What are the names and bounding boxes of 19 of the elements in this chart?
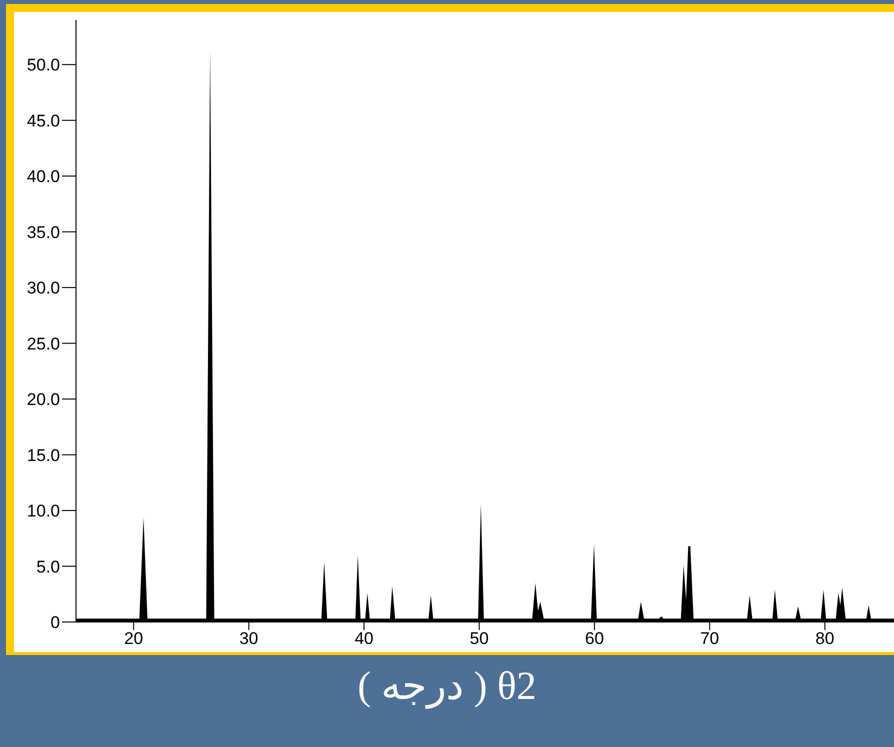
x-tick-label: 80 bbox=[815, 629, 834, 648]
y-tick-label: 5.0 bbox=[36, 557, 60, 576]
y-tick-label: 15.0 bbox=[26, 446, 60, 465]
x-tick-label: 70 bbox=[700, 629, 720, 648]
y-tick-label: 50.0 bbox=[26, 56, 60, 75]
y-tick-label: 40.0 bbox=[26, 167, 60, 186]
y-tick-label: 10.0 bbox=[26, 502, 60, 521]
y-tick-label: 35.0 bbox=[26, 222, 60, 242]
x-tick-label: 20 bbox=[124, 629, 144, 648]
y-tick-label: 30.0 bbox=[26, 278, 60, 298]
x-tick-label: 60 bbox=[584, 629, 604, 648]
y-tick-label: 45.0 bbox=[26, 111, 60, 130]
y-tick-label: 25.0 bbox=[26, 334, 60, 354]
x-tick-label: 40 bbox=[354, 629, 374, 648]
x-tick-label: 50 bbox=[470, 629, 489, 648]
x-tick-label: 30 bbox=[239, 629, 258, 648]
y-tick-label: 0 bbox=[50, 613, 60, 632]
y-tick-label: 20.0 bbox=[26, 390, 60, 410]
x-axis-title: ( درجه ) θ2 bbox=[356, 662, 538, 709]
